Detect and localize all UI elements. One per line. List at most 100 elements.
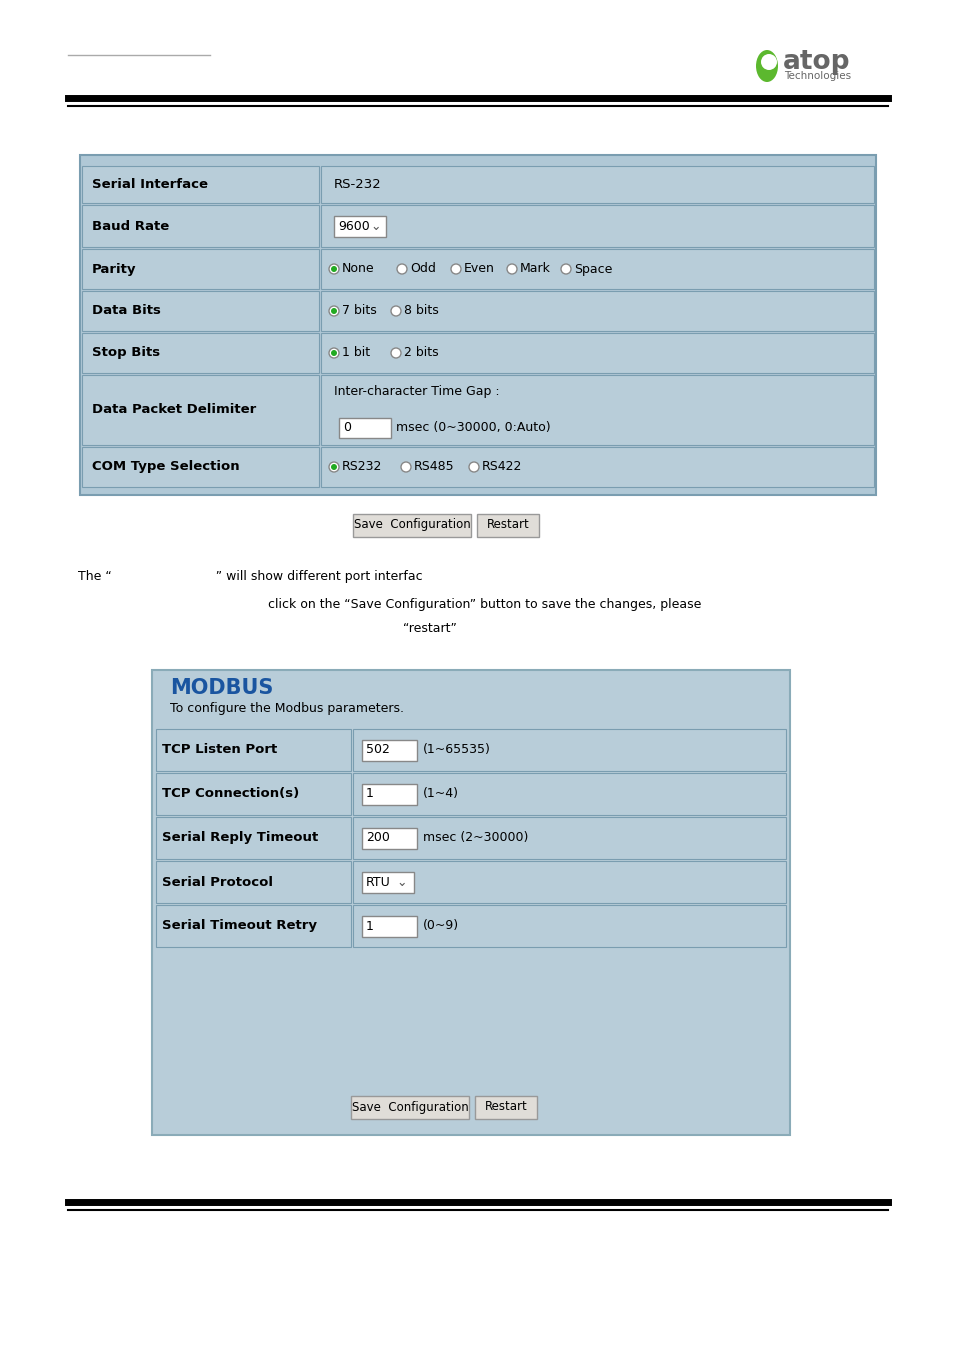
Circle shape — [329, 348, 338, 358]
Text: TCP Listen Port: TCP Listen Port — [162, 744, 277, 756]
Bar — [361, 872, 414, 892]
Circle shape — [329, 306, 338, 316]
Text: Baud Rate: Baud Rate — [91, 220, 169, 232]
Bar — [320, 447, 873, 487]
Text: COM Type Selection: COM Type Selection — [91, 460, 239, 474]
Text: msec (2~30000): msec (2~30000) — [422, 832, 528, 845]
Text: 1: 1 — [366, 919, 374, 933]
Circle shape — [331, 266, 336, 271]
Text: MODBUS: MODBUS — [170, 678, 274, 698]
Text: Serial Timeout Retry: Serial Timeout Retry — [162, 919, 316, 933]
Bar — [80, 155, 875, 495]
Bar — [334, 216, 386, 238]
Text: Parity: Parity — [91, 262, 136, 275]
Text: 7 bits: 7 bits — [341, 305, 376, 317]
Bar — [320, 248, 873, 289]
Text: RS485: RS485 — [414, 460, 455, 474]
Bar — [320, 166, 873, 202]
Circle shape — [400, 462, 411, 472]
Bar — [156, 729, 351, 771]
Circle shape — [391, 348, 400, 358]
Text: Save  Configuration: Save Configuration — [352, 1100, 468, 1114]
Bar — [152, 670, 789, 1135]
Text: (1~65535): (1~65535) — [422, 744, 491, 756]
Circle shape — [396, 265, 407, 274]
Circle shape — [391, 306, 400, 316]
Text: 0: 0 — [343, 421, 351, 435]
Circle shape — [451, 265, 460, 274]
Bar — [156, 861, 351, 903]
Text: Data Packet Delimiter: Data Packet Delimiter — [91, 404, 256, 417]
Text: None: None — [341, 262, 375, 275]
Text: Restart: Restart — [484, 1100, 527, 1114]
Text: Serial Protocol: Serial Protocol — [162, 876, 273, 888]
Text: 2 bits: 2 bits — [403, 347, 438, 359]
Bar — [361, 740, 416, 761]
Bar — [320, 292, 873, 331]
Text: 8 bits: 8 bits — [403, 305, 438, 317]
Text: 9600: 9600 — [337, 220, 370, 232]
Text: Restart: Restart — [486, 518, 529, 532]
Text: Save  Configuration: Save Configuration — [354, 518, 470, 532]
Circle shape — [331, 464, 336, 470]
Bar — [361, 784, 416, 805]
Text: RTU: RTU — [366, 876, 391, 888]
Text: TCP Connection(s): TCP Connection(s) — [162, 787, 299, 801]
Circle shape — [329, 462, 338, 472]
Bar — [82, 292, 318, 331]
Text: The “                          ” will show different port interfac: The “ ” will show different port interfa… — [78, 570, 422, 583]
Text: (0~9): (0~9) — [422, 919, 458, 933]
Bar — [82, 248, 318, 289]
Bar — [353, 904, 785, 946]
Text: RS232: RS232 — [341, 460, 382, 474]
Bar — [82, 375, 318, 446]
Text: Technologies: Technologies — [783, 72, 850, 81]
Text: 502: 502 — [366, 744, 390, 756]
Circle shape — [560, 265, 571, 274]
Text: RS422: RS422 — [481, 460, 522, 474]
Bar — [156, 904, 351, 946]
Bar — [156, 817, 351, 859]
Text: 1 bit: 1 bit — [341, 347, 370, 359]
Bar — [82, 166, 318, 202]
Bar — [320, 205, 873, 247]
Circle shape — [760, 54, 776, 70]
Text: Serial Interface: Serial Interface — [91, 178, 208, 190]
Circle shape — [331, 350, 336, 356]
Text: (1~4): (1~4) — [422, 787, 458, 801]
Text: To configure the Modbus parameters.: To configure the Modbus parameters. — [170, 702, 403, 716]
Ellipse shape — [755, 50, 778, 82]
Bar — [353, 774, 785, 815]
Text: atop: atop — [782, 49, 850, 76]
Text: Odd: Odd — [410, 262, 436, 275]
Bar — [353, 861, 785, 903]
Text: 200: 200 — [366, 832, 390, 845]
Bar — [82, 205, 318, 247]
Bar — [320, 333, 873, 373]
Bar — [82, 333, 318, 373]
Text: Stop Bits: Stop Bits — [91, 347, 160, 359]
Bar — [475, 1096, 537, 1119]
Text: “restart”: “restart” — [402, 622, 456, 634]
Text: ⌄: ⌄ — [370, 220, 380, 232]
Text: msec (0~30000, 0:Auto): msec (0~30000, 0:Auto) — [395, 421, 550, 435]
Bar — [351, 1096, 469, 1119]
Bar — [361, 828, 416, 849]
Text: Inter-character Time Gap :: Inter-character Time Gap : — [334, 386, 499, 398]
Bar — [82, 447, 318, 487]
Text: RS-232: RS-232 — [334, 178, 381, 190]
Circle shape — [331, 308, 336, 315]
Circle shape — [506, 265, 517, 274]
Bar — [476, 514, 538, 537]
Text: Even: Even — [463, 262, 495, 275]
Text: Data Bits: Data Bits — [91, 305, 161, 317]
Text: Space: Space — [574, 262, 612, 275]
Bar — [156, 774, 351, 815]
Bar — [353, 729, 785, 771]
Text: Mark: Mark — [519, 262, 550, 275]
Circle shape — [329, 265, 338, 274]
Circle shape — [469, 462, 478, 472]
Text: ⌄: ⌄ — [395, 876, 406, 888]
Bar — [353, 514, 471, 537]
Text: click on the “Save Configuration” button to save the changes, please: click on the “Save Configuration” button… — [268, 598, 700, 612]
